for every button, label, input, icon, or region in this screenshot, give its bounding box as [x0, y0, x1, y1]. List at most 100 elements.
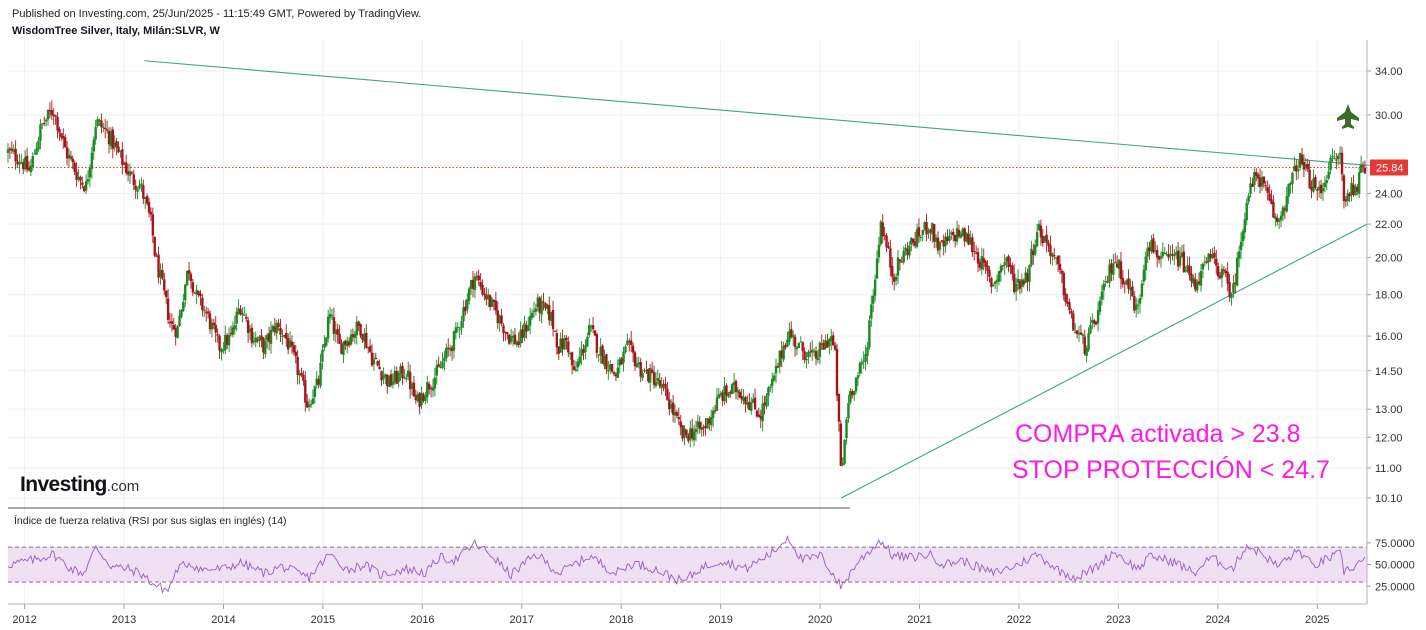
candle-body — [16, 161, 19, 165]
candle-body — [1136, 304, 1140, 306]
candle-body — [1016, 278, 1020, 283]
candle-body — [1114, 262, 1117, 264]
candle-body — [1148, 247, 1151, 252]
candle-body — [50, 110, 54, 116]
price-tick-label: 11.00 — [1375, 463, 1402, 475]
candle-body — [44, 119, 48, 122]
candle-body — [746, 402, 749, 405]
candle-body — [1033, 244, 1037, 255]
candle-body — [1239, 241, 1243, 251]
candle-body — [1295, 165, 1298, 172]
candle-body — [689, 428, 692, 440]
candle-body — [593, 330, 597, 336]
candle-body — [1354, 186, 1357, 196]
candle-body — [1331, 156, 1334, 158]
candle-body — [73, 162, 76, 172]
candle-body — [643, 370, 646, 372]
candle-body — [58, 128, 61, 133]
candle-body — [1335, 159, 1338, 161]
candle-body — [319, 362, 322, 386]
candle-body — [1180, 252, 1184, 257]
candle-body — [992, 284, 995, 286]
candle-body — [283, 335, 286, 337]
candle-body — [508, 334, 511, 344]
candle-body — [774, 365, 778, 374]
candle-body — [685, 429, 688, 436]
candle-body — [603, 356, 606, 366]
candle-body — [835, 348, 839, 396]
candle-body — [123, 163, 126, 165]
candle-body — [772, 375, 776, 381]
candle-body — [831, 335, 835, 346]
candle-body — [1053, 255, 1056, 257]
candle-body — [71, 158, 74, 163]
candle-body — [912, 238, 915, 243]
candle-body — [1100, 291, 1104, 300]
candle-body — [245, 316, 248, 319]
candle-body — [256, 339, 259, 341]
candle-body — [1300, 154, 1304, 164]
year-tick-label: 2012 — [12, 614, 36, 626]
candle-body — [1039, 225, 1043, 238]
candle-body — [944, 236, 947, 246]
candle-body — [67, 154, 71, 159]
candle-body — [748, 401, 751, 410]
candle-body — [557, 346, 560, 354]
candle-body — [420, 392, 423, 406]
candle-body — [225, 335, 229, 346]
candle-body — [822, 342, 825, 350]
candle-body — [530, 312, 534, 318]
logo-text: Investing — [20, 473, 107, 496]
candle-body — [159, 270, 162, 277]
candle-body — [273, 326, 277, 333]
candle-body — [466, 298, 469, 310]
candle-body — [260, 335, 263, 340]
candle-body — [496, 310, 499, 324]
candle-body — [570, 352, 574, 366]
candle-body — [477, 275, 480, 281]
candle-body — [801, 342, 804, 352]
candle-body — [807, 351, 810, 358]
candle-body — [1074, 331, 1077, 333]
candle-body — [60, 133, 63, 138]
candle-body — [725, 385, 728, 396]
candle-body — [416, 394, 419, 401]
candle-body — [1125, 279, 1128, 285]
price-tick-label: 34.00 — [1375, 66, 1403, 78]
candle-body — [124, 162, 128, 173]
candle-body — [103, 128, 107, 130]
candle-body — [481, 284, 484, 295]
candle-body — [144, 197, 147, 199]
candle-body — [616, 367, 620, 378]
candle-body — [601, 345, 604, 364]
candle-body — [767, 387, 770, 397]
candle-body — [332, 317, 336, 334]
candle-body — [185, 270, 189, 285]
candle-body — [145, 195, 149, 204]
price-tick-label: 18.00 — [1375, 290, 1403, 302]
candle-body — [467, 288, 471, 301]
candle-body — [1287, 183, 1290, 197]
candle-body — [654, 381, 658, 387]
candle-body — [203, 310, 206, 312]
candle-body — [1030, 248, 1033, 266]
candle-body — [1338, 152, 1342, 156]
price-tick-label: 12.00 — [1375, 432, 1403, 444]
candle-body — [742, 397, 745, 402]
candle-body — [447, 347, 450, 349]
candle-body — [626, 340, 629, 346]
candle-body — [365, 332, 368, 348]
candle-body — [498, 315, 501, 324]
investing-logo[interactable]: Investing.com — [20, 473, 139, 497]
candle-body — [528, 315, 532, 326]
candle-body — [189, 273, 193, 282]
candle-body — [1173, 253, 1176, 257]
candle-body — [1306, 164, 1309, 170]
candle-body — [361, 333, 364, 340]
candle-body — [925, 222, 928, 235]
candle-body — [1188, 265, 1191, 275]
candle-body — [265, 335, 269, 341]
candle-body — [963, 228, 966, 242]
candle-body — [778, 350, 782, 367]
